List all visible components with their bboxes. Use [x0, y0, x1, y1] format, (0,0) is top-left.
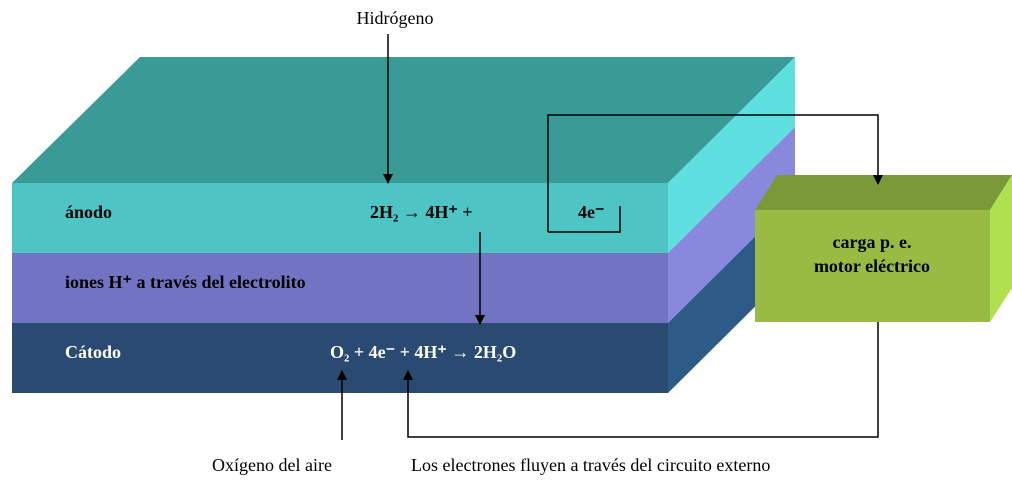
electrolyte-side [668, 127, 795, 323]
cathode-label: Cátodo [65, 342, 121, 362]
arrows [337, 34, 883, 440]
anode-label: ánodo [65, 202, 112, 222]
oxygen-label: Oxígeno del aire [212, 455, 332, 475]
load-box [755, 175, 1012, 322]
anode-layer [12, 183, 668, 253]
anode-equation: 2H₂ → 4H⁺ + [370, 202, 473, 222]
electron-bracket [548, 206, 621, 233]
electrolyte-label: iones H⁺ a través del electrolito [65, 272, 306, 292]
electron-path-top [547, 114, 883, 232]
top-face [12, 57, 795, 183]
electrons-label: Los electrones fluyen a través del circu… [411, 455, 770, 475]
anode-electrons: 4e⁻ [578, 202, 605, 222]
cathode-equation: O₂ + 4e⁻ + 4H⁺ → 2H₂O [330, 342, 516, 362]
electron-path-bottom [403, 322, 879, 438]
load-front [755, 210, 990, 322]
anode-side [668, 57, 795, 253]
cathode-layer [12, 323, 668, 393]
load-line1: carga p. e. [833, 232, 912, 252]
hydrogen-label: Hidrógeno [357, 8, 434, 28]
electrolyte-layer [12, 253, 668, 323]
load-side [990, 175, 1012, 322]
cell-block [12, 57, 795, 393]
load-top [755, 175, 1012, 210]
load-line2: motor eléctrico [814, 256, 930, 276]
